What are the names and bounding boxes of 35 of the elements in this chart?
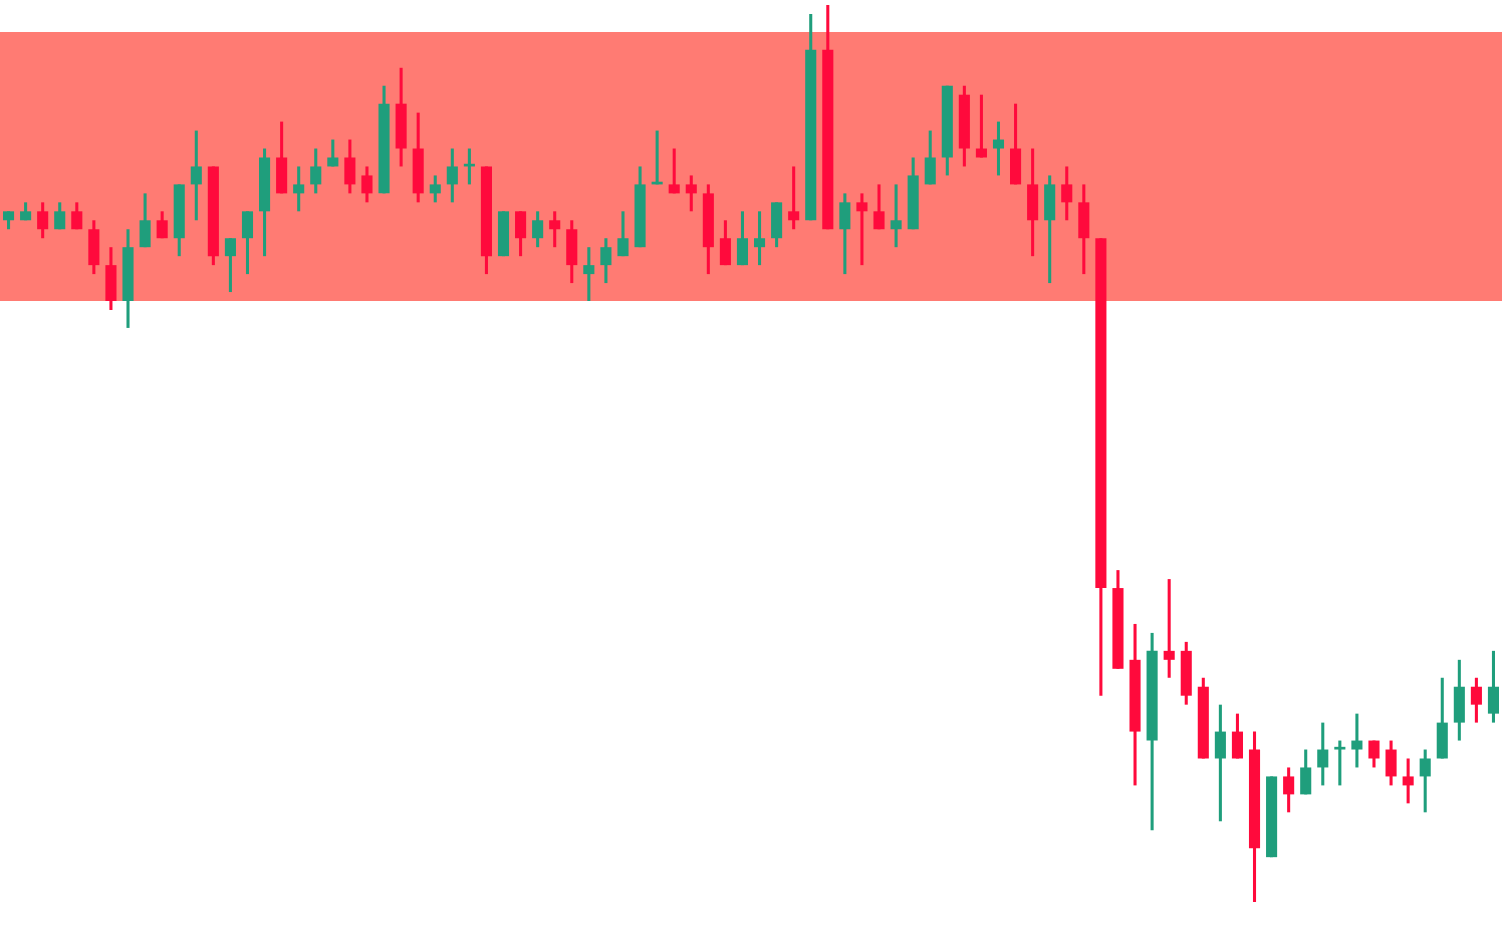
candlestick [1470, 677, 1482, 723]
candlestick [1368, 740, 1380, 768]
candlestick [224, 238, 236, 294]
candlestick [685, 175, 697, 212]
candlestick [856, 193, 868, 267]
candlestick [1317, 722, 1329, 786]
candlestick [327, 139, 339, 167]
candlestick [873, 184, 885, 230]
candlestick [617, 211, 629, 258]
candlestick [429, 175, 441, 203]
candlestick [71, 202, 83, 230]
candlestick [600, 238, 612, 285]
candlestick [293, 166, 305, 212]
candlestick [1402, 758, 1414, 804]
candlestick [753, 211, 766, 267]
candlestick [310, 148, 322, 194]
candlestick [37, 202, 49, 240]
candlestick [361, 166, 373, 203]
candlestick [1334, 740, 1346, 786]
candlestick [668, 148, 680, 194]
candlestick [156, 211, 168, 240]
candlestick [1351, 713, 1363, 768]
candlestick [788, 166, 800, 230]
candlestick [583, 247, 595, 302]
candlestick [532, 211, 544, 249]
candlestick [54, 202, 66, 230]
candlestick [190, 130, 202, 221]
candlestick [992, 121, 1005, 176]
candlestick [1283, 767, 1295, 813]
candlestick [1163, 579, 1175, 678]
candlestick [549, 211, 561, 249]
candlestick [1419, 749, 1431, 813]
candlestick [890, 184, 902, 249]
candlestick [446, 148, 458, 203]
candlestick [1061, 166, 1073, 221]
